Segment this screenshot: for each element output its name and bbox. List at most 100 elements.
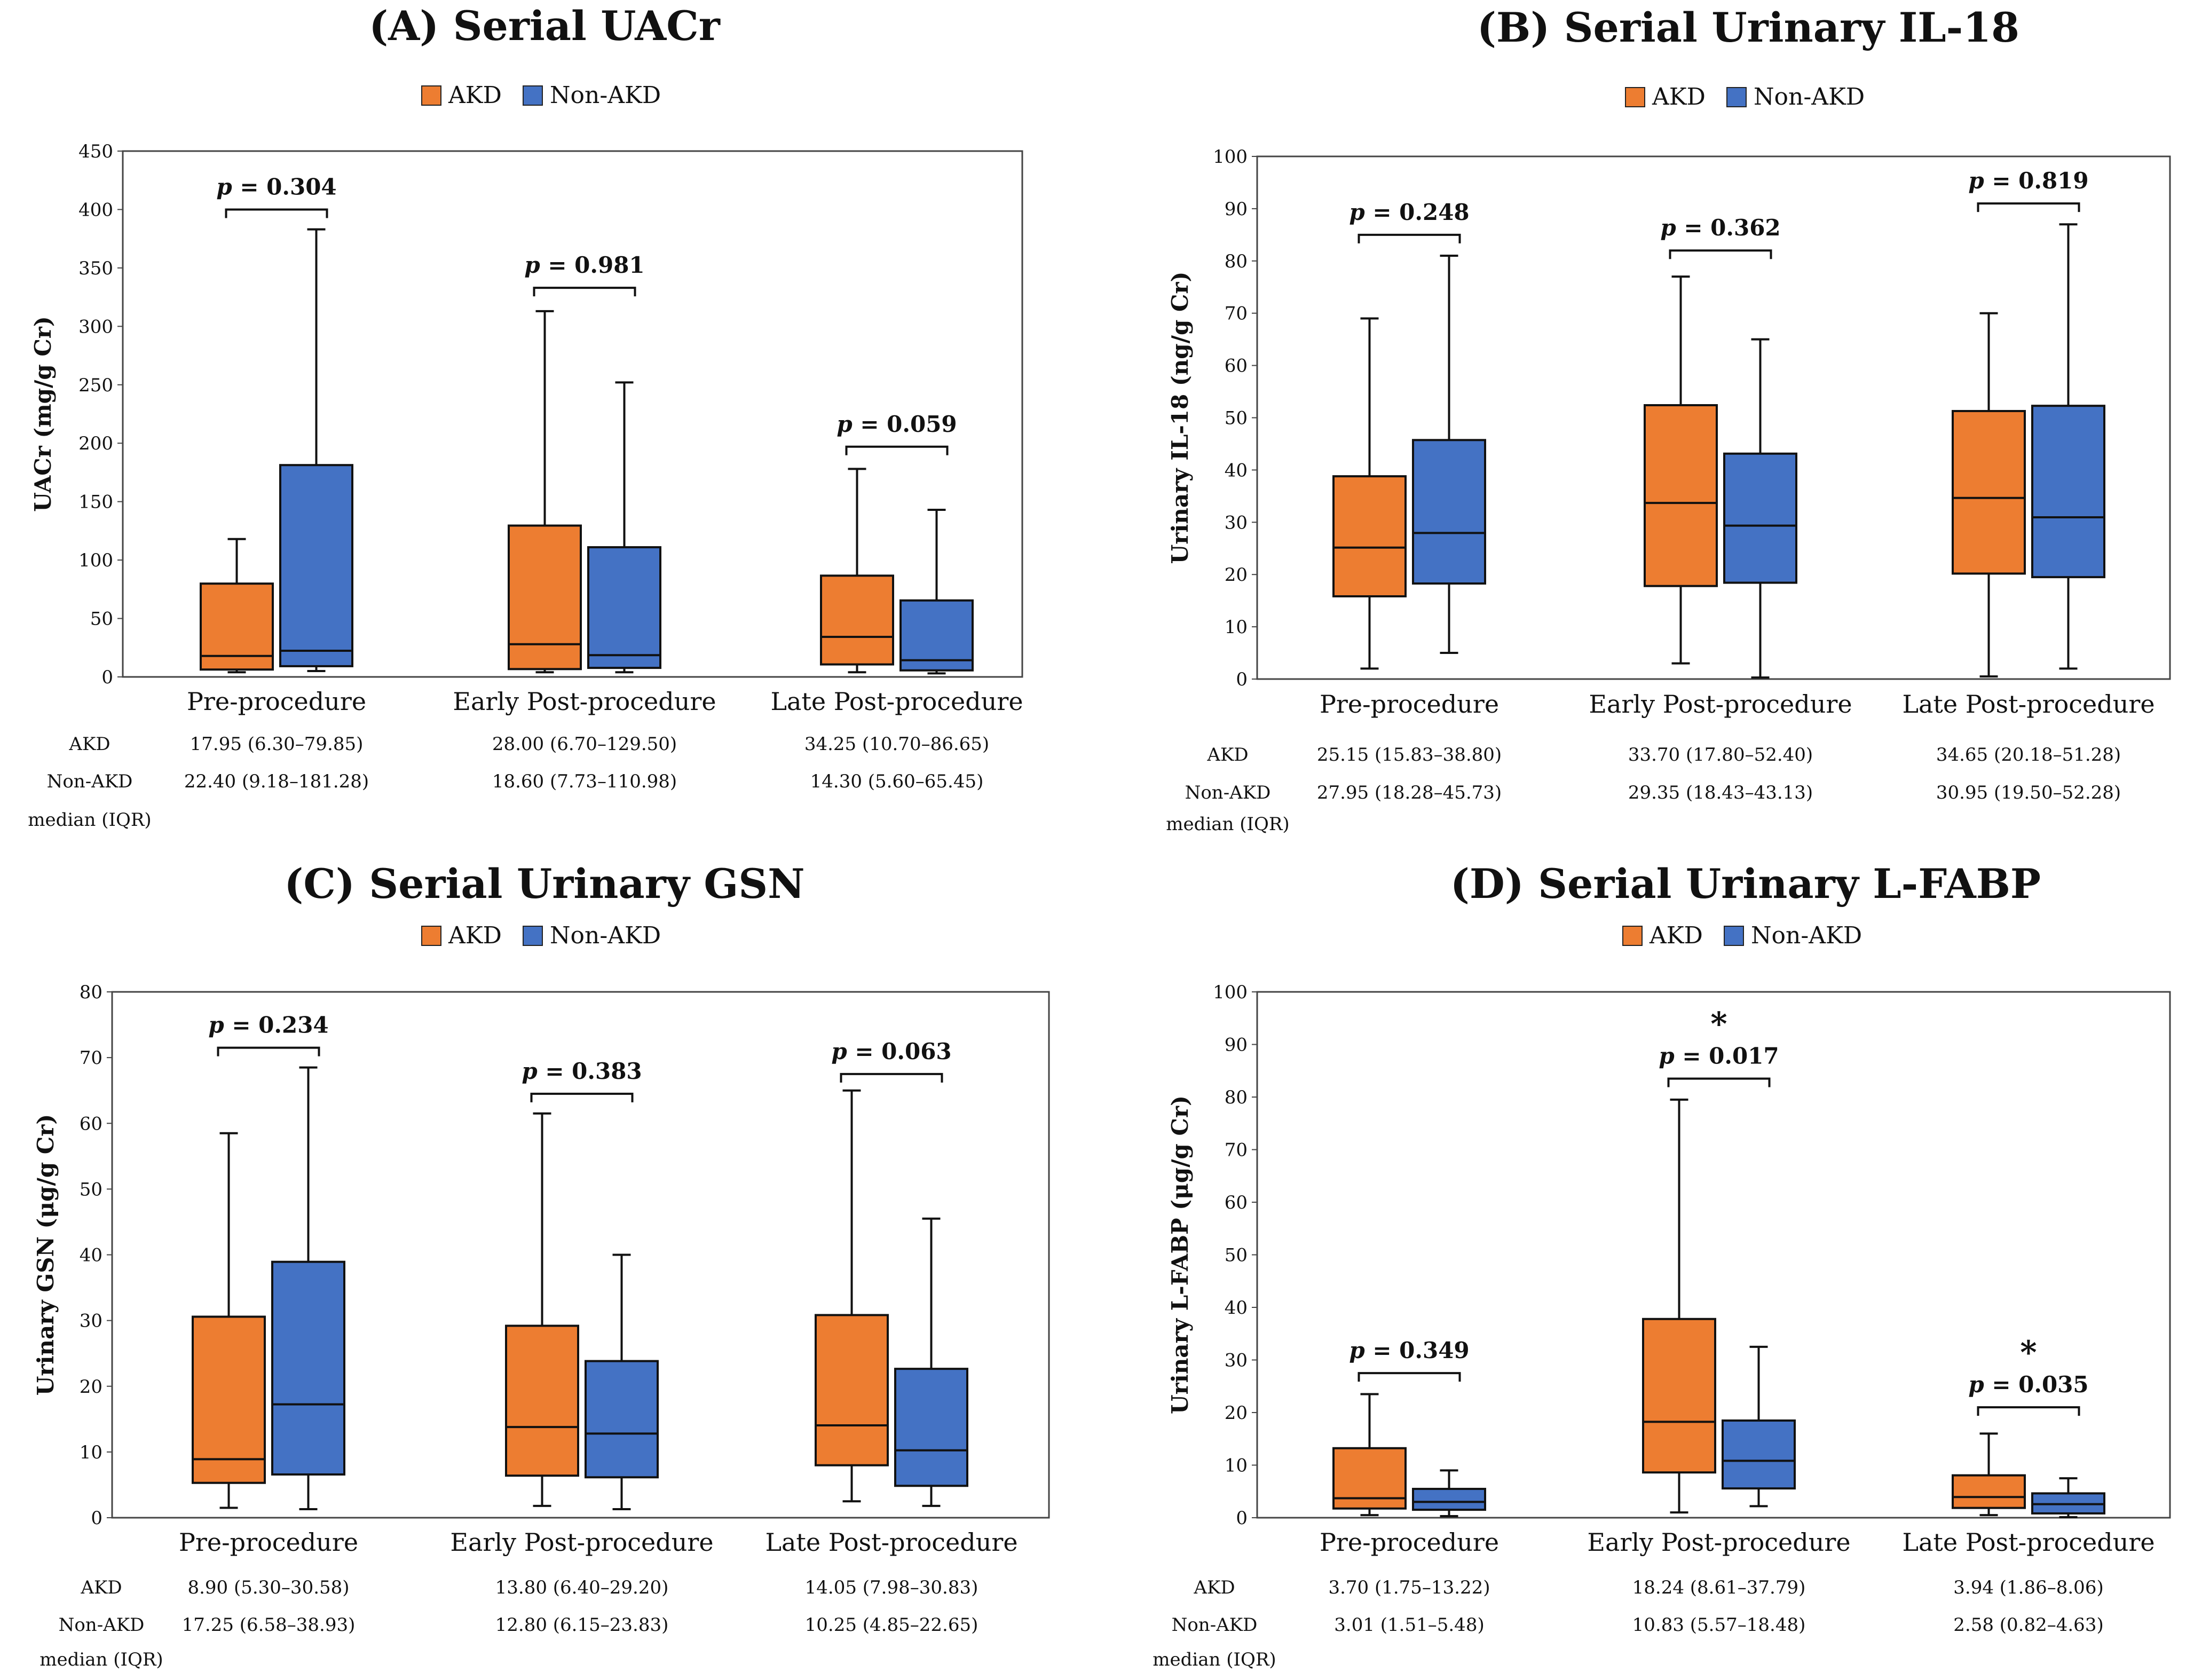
p-value-bracket-3: p = 0.059	[836, 411, 957, 455]
table-row-label: AKD	[68, 733, 110, 755]
y-axis-label: UACr (mg/g Cr)	[30, 316, 56, 512]
p-value-bracket-2: p = 0.017*	[1659, 1006, 1779, 1087]
iqr-box	[271, 1260, 345, 1476]
y-tick-label: 0	[1236, 669, 1248, 690]
legend-label-akd: AKD	[1649, 922, 1703, 949]
y-tick-label: 60	[1225, 356, 1248, 377]
y-tick-label: 0	[101, 667, 113, 688]
legend-label-non-akd: Non-AKD	[550, 922, 661, 949]
box-akd-3	[815, 1089, 889, 1503]
table-cell: 27.95 (18.28–45.73)	[1317, 782, 1502, 803]
table-cell: 8.90 (5.30–30.58)	[187, 1577, 349, 1598]
iqr-box	[1723, 452, 1797, 584]
p-symbol: p	[1968, 1371, 1984, 1398]
p-symbol: p	[208, 1012, 224, 1038]
legend: AKD Non-AKD	[1625, 83, 1865, 111]
y-tick-label: 10	[1225, 1455, 1248, 1477]
table-cell: 18.24 (8.61–37.79)	[1632, 1577, 1806, 1598]
y-tick-label: 50	[90, 609, 113, 630]
legend-swatch-non-akd	[523, 926, 543, 946]
box-akd-1	[192, 1132, 266, 1509]
iqr-box	[815, 1314, 889, 1466]
box-non-akd-3	[899, 508, 974, 675]
y-tick-label: 10	[1225, 617, 1248, 638]
legend-swatch-non-akd	[1726, 87, 1747, 107]
category-label: Late Post-procedure	[770, 687, 1023, 716]
p-value-label: p = 0.819	[1968, 168, 2088, 194]
table-cell: 22.40 (9.18–181.28)	[184, 771, 369, 792]
iqr-box	[505, 1324, 579, 1477]
iqr-box	[1644, 404, 1718, 587]
legend: AKD Non-AKD	[421, 82, 661, 109]
panel-b: (B) Serial Urinary IL-18 AKD Non-AKD 0 10 20 3…	[1166, 4, 2171, 835]
legend-label-akd: AKD	[1652, 83, 1706, 111]
p-symbol: p	[1660, 215, 1676, 241]
box-akd-1	[200, 538, 274, 674]
plot-frame	[122, 150, 1023, 678]
table-cell: 34.25 (10.70–86.65)	[804, 733, 989, 755]
iqr-box	[1412, 1488, 1486, 1511]
y-tick-label: 200	[78, 433, 113, 454]
category-label: Pre-procedure	[1320, 690, 1499, 719]
table-cell: 3.94 (1.86–8.06)	[1953, 1577, 2103, 1598]
p-value: = 0.819	[1984, 168, 2089, 194]
p-value: = 0.059	[853, 411, 957, 437]
iqr-box	[2031, 405, 2105, 579]
category-label: Late Post-procedure	[765, 1528, 1017, 1557]
y-tick-label: 30	[1225, 1350, 1248, 1371]
table-row-label: AKD	[80, 1577, 122, 1598]
y-tick-label: 400	[78, 199, 113, 220]
p-symbol: p	[831, 1038, 847, 1064]
box-non-akd-2	[1723, 338, 1797, 679]
p-value-bracket-3: p = 0.819	[1968, 168, 2089, 212]
p-symbol: p	[1349, 1337, 1364, 1363]
y-tick-label: 90	[1225, 1035, 1248, 1056]
p-value: = 0.362	[1676, 215, 1781, 241]
box-non-akd-1	[1412, 1469, 1486, 1518]
y-tick-label: 20	[80, 1376, 102, 1398]
p-value-bracket-3: p = 0.035*	[1968, 1334, 2089, 1416]
iqr-box	[587, 546, 661, 669]
iqr-box	[1642, 1318, 1716, 1474]
table-cell: 18.60 (7.73–110.98)	[492, 771, 677, 792]
iqr-box	[1722, 1419, 1796, 1490]
y-tick-label: 80	[1225, 251, 1248, 272]
category-label: Early Post-procedure	[1589, 690, 1852, 719]
significance-star: *	[2020, 1334, 2037, 1371]
table-cell: 10.25 (4.85–22.65)	[805, 1614, 978, 1636]
box-akd-2	[505, 1112, 579, 1507]
p-value-bracket-2: p = 0.981	[524, 252, 645, 297]
panel-title: (C) Serial Urinary GSN	[284, 860, 804, 908]
y-tick-label: 50	[80, 1179, 102, 1200]
y-axis-label: Urinary GSN (μg/g Cr)	[33, 1114, 59, 1396]
bracket-line	[845, 445, 949, 455]
y-tick-label: 40	[80, 1245, 102, 1266]
y-tick-label: 70	[1225, 1140, 1248, 1161]
iqr-box	[1952, 1474, 2026, 1509]
box-non-akd-2	[1722, 1345, 1796, 1508]
box-akd-1	[1332, 1393, 1407, 1517]
legend-label-non-akd: Non-AKD	[1754, 83, 1865, 111]
iqr-box	[1412, 439, 1486, 585]
category-label: Early Post-procedure	[1587, 1528, 1850, 1557]
table-cell: 14.30 (5.60–65.45)	[810, 771, 984, 792]
iqr-box	[1952, 409, 2026, 575]
p-symbol: p	[836, 411, 852, 437]
y-tick-label: 0	[1236, 1508, 1248, 1529]
box-akd-3	[820, 468, 894, 674]
p-value-bracket-2: p = 0.362	[1660, 215, 1781, 259]
bracket-line	[217, 1046, 320, 1056]
bracket-line	[1977, 1406, 2080, 1416]
y-tick-label: 0	[91, 1508, 102, 1529]
p-value-label: p = 0.234	[208, 1012, 328, 1038]
box-non-akd-1	[279, 228, 353, 673]
table-cell: 14.05 (7.98–30.83)	[805, 1577, 978, 1598]
iqr-box	[192, 1315, 266, 1484]
p-value: = 0.981	[540, 252, 645, 278]
box-akd-3	[1952, 1432, 2026, 1517]
y-tick-label: 30	[80, 1311, 102, 1332]
iqr-box	[894, 1368, 968, 1487]
box-akd-2	[508, 310, 582, 674]
y-tick-label: 90	[1225, 199, 1248, 220]
bracket-line	[1669, 249, 1772, 259]
